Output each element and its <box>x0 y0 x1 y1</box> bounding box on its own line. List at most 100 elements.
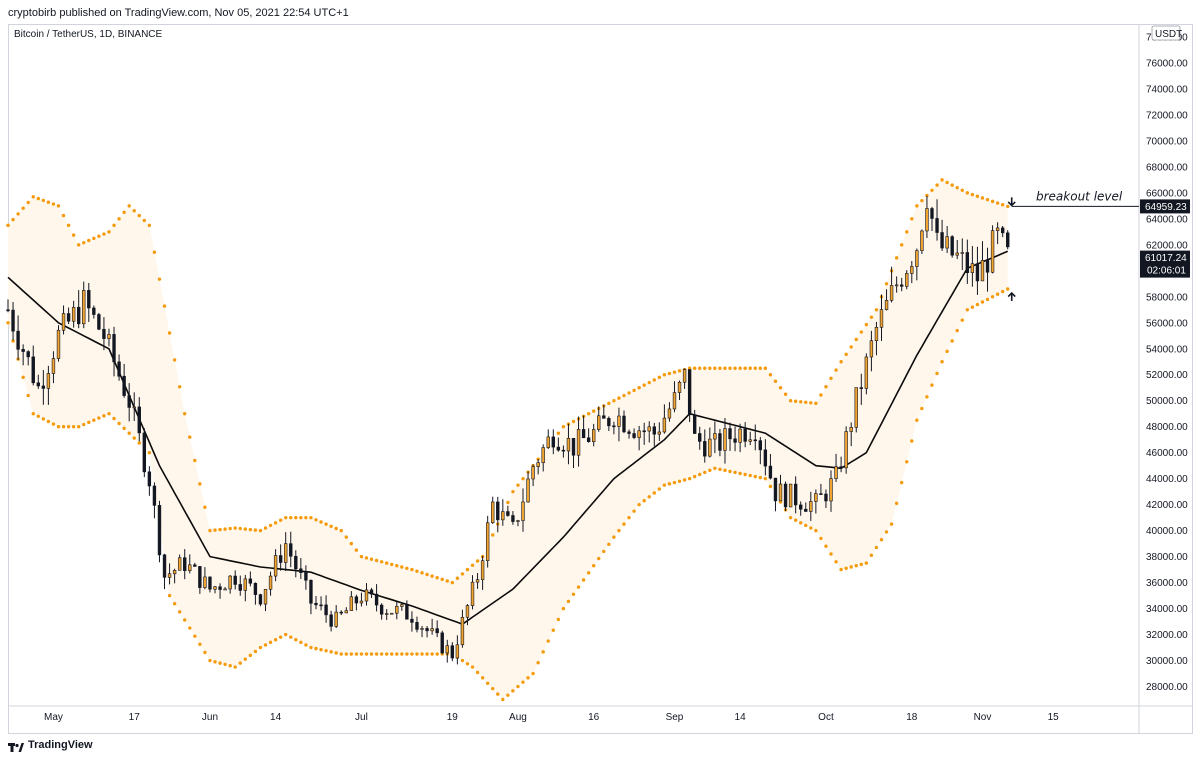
lower-band-dot <box>602 549 606 554</box>
candle <box>516 519 520 527</box>
candle-body <box>273 555 278 577</box>
candle <box>496 496 500 533</box>
lower-band-dot <box>1006 287 1010 291</box>
candle-body <box>334 611 338 627</box>
upper-band-dot <box>960 188 964 192</box>
upper-band-dot <box>369 557 374 561</box>
candle-body <box>713 433 717 440</box>
candle-body <box>374 593 379 606</box>
candle <box>900 277 904 292</box>
candle <box>16 315 20 360</box>
lower-band-dot <box>233 665 237 669</box>
candle <box>990 225 995 274</box>
candle <box>930 206 934 232</box>
lower-band-dot <box>753 474 757 479</box>
upper-band-dot <box>339 528 343 533</box>
upper-band-dot <box>1000 203 1005 207</box>
upper-band-dot <box>243 527 248 531</box>
lower-band-dot <box>390 652 394 656</box>
candle <box>309 579 313 615</box>
candle <box>82 281 86 329</box>
candle <box>405 600 409 620</box>
lower-band-dot <box>263 643 268 647</box>
candle <box>253 582 258 605</box>
candle-body <box>768 465 773 479</box>
candle-body <box>127 395 131 408</box>
candle-body <box>167 573 172 578</box>
lower-band-dot <box>642 499 646 503</box>
upper-band-dot <box>637 386 641 390</box>
candle-body <box>203 576 207 588</box>
candle-body <box>864 356 869 389</box>
time-tick-label: Jun <box>202 712 218 723</box>
candle-body <box>687 369 692 416</box>
candle <box>561 445 566 458</box>
candle <box>622 410 626 434</box>
lower-band-dot <box>758 475 763 480</box>
candle <box>460 609 465 648</box>
candle-body <box>718 433 722 451</box>
upper-band-dot <box>147 223 152 228</box>
lower-band-dot <box>172 602 177 606</box>
lower-band-dot <box>793 518 798 522</box>
candle <box>395 601 399 620</box>
candle <box>768 454 773 480</box>
candle-body <box>198 566 202 588</box>
lower-band-dot <box>425 652 429 656</box>
upper-band-dot <box>31 195 35 199</box>
upper-band-dot <box>309 515 313 520</box>
candle <box>637 425 641 451</box>
candle-body <box>930 208 934 219</box>
candle-body <box>304 572 308 581</box>
candle-body <box>804 508 808 512</box>
candle <box>425 626 429 638</box>
candle-body <box>496 501 500 521</box>
lower-band-dot <box>819 536 823 541</box>
candle-body <box>561 449 566 452</box>
lower-band-dot <box>415 652 419 656</box>
candle-body <box>920 230 924 251</box>
candle-body <box>819 493 823 495</box>
candle <box>147 466 152 496</box>
lower-band-dot <box>51 422 56 426</box>
candle-body <box>51 358 56 374</box>
upper-band-dot <box>591 409 596 413</box>
candle-body <box>162 554 167 578</box>
candle <box>950 235 954 258</box>
candle-body <box>339 611 343 614</box>
lower-band-dot <box>657 487 662 491</box>
upper-band-dot <box>506 500 510 505</box>
upper-band-dot <box>82 240 86 245</box>
candle-body <box>193 564 197 567</box>
lower-band-dot <box>561 606 566 611</box>
arrow-up-icon <box>1007 291 1016 302</box>
candle-body <box>607 418 611 427</box>
candle <box>268 571 273 596</box>
candle-body <box>900 284 904 287</box>
upper-band-dot <box>703 366 707 370</box>
lower-band-dot <box>36 414 40 419</box>
price-tick-label: 38000.00 <box>1146 552 1188 563</box>
upper-band-dot <box>910 217 914 221</box>
candle <box>647 421 651 443</box>
candle <box>198 566 202 594</box>
candle <box>592 423 596 447</box>
upper-band-dot <box>117 217 121 221</box>
lower-band-dot <box>879 538 884 542</box>
lower-band-dot <box>243 657 248 661</box>
candle-body <box>213 586 217 590</box>
price-tick-label: 58000.00 <box>1146 292 1188 303</box>
time-tick-label: 17 <box>129 712 141 723</box>
lower-band-dot <box>304 643 308 647</box>
lower-band-dot <box>647 495 651 499</box>
candle-body <box>960 252 964 254</box>
candle <box>829 470 833 512</box>
candle-body <box>76 306 81 325</box>
upper-band-dot <box>748 366 752 370</box>
candle <box>112 326 116 377</box>
currency-label: USDT <box>1155 29 1182 40</box>
lower-band-dot <box>198 642 202 646</box>
candle-body <box>87 290 91 309</box>
lower-band-dot <box>87 420 91 425</box>
